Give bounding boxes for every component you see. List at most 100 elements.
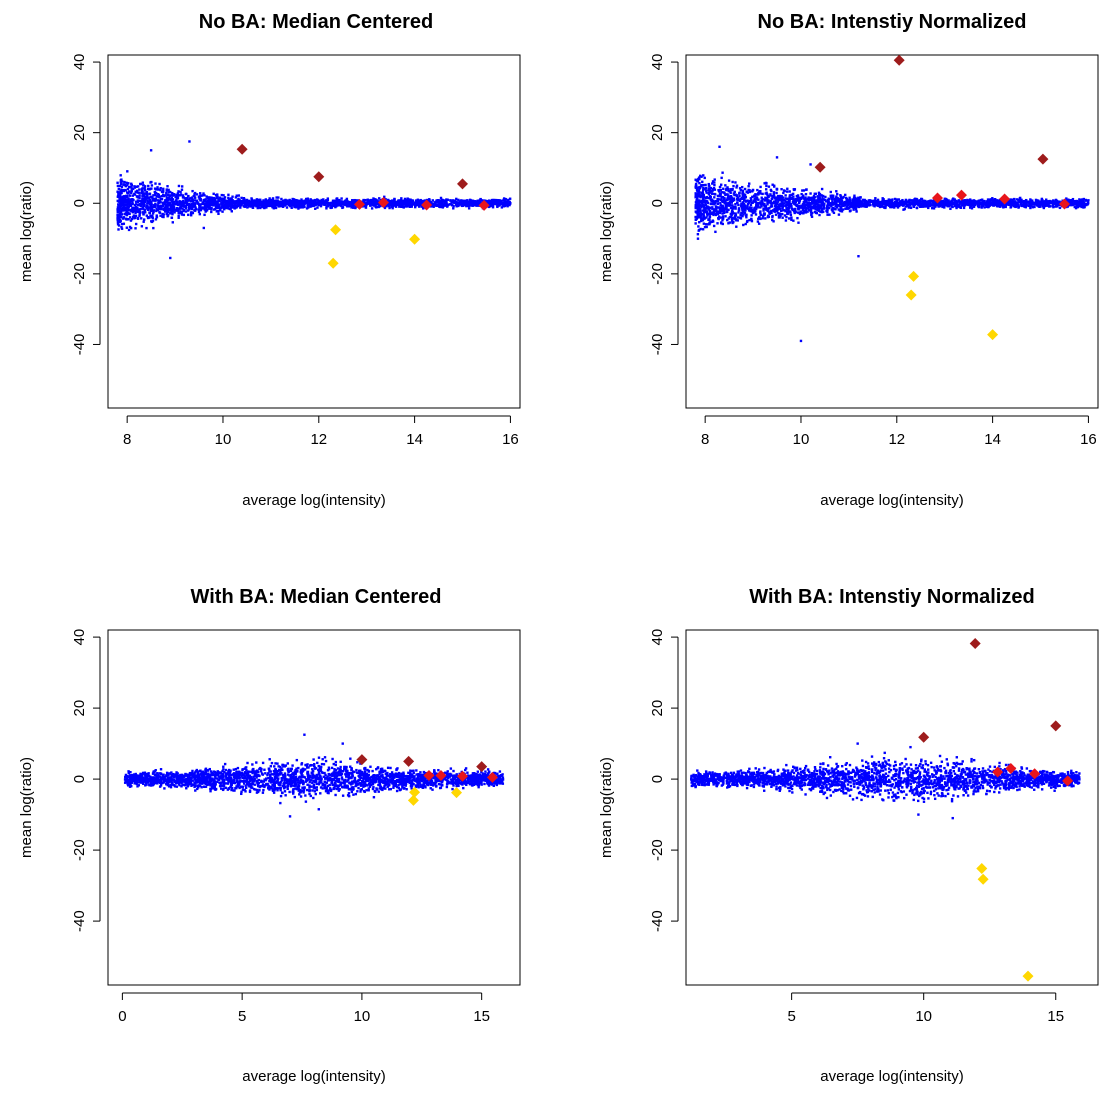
cloud-point [171, 198, 174, 201]
cloud-point [404, 205, 408, 208]
cloud-point [766, 194, 770, 198]
cloud-point [877, 202, 881, 205]
cloud-point [136, 185, 140, 188]
cloud-point [792, 195, 795, 198]
cloud-point [764, 188, 768, 191]
cloud-point [153, 205, 157, 208]
cloud-point [780, 198, 784, 201]
cloud-point [1028, 201, 1031, 205]
cloud-point [164, 194, 167, 197]
cloud-point [718, 185, 722, 189]
cloud-point [772, 193, 776, 197]
cloud-point [839, 207, 842, 211]
cloud-point [724, 193, 727, 197]
cloud-point [231, 201, 235, 204]
cloud-point [733, 190, 736, 194]
cloud-point [172, 207, 175, 210]
cloud-point [1026, 201, 1030, 204]
cloud-point [267, 198, 270, 202]
cloud-point [801, 203, 805, 206]
cloud-point [155, 215, 159, 219]
cloud-point [712, 213, 715, 217]
cloud-point [708, 215, 712, 219]
cloud-point [859, 203, 862, 206]
cloud-point [789, 204, 793, 208]
cloud-point [387, 200, 390, 204]
cloud-point [727, 195, 731, 198]
cloud-point [398, 199, 401, 202]
cloud-point [470, 204, 473, 207]
cloud-point [864, 203, 867, 206]
cloud-point [288, 201, 291, 205]
cloud-point [450, 203, 454, 207]
cloud-point [153, 197, 157, 201]
cloud-point [221, 210, 224, 213]
plot-frame [685, 54, 1099, 409]
cloud-point [474, 201, 478, 204]
cloud-point [1036, 201, 1040, 205]
cloud-point [907, 200, 911, 203]
cloud-point [697, 176, 701, 179]
cloud-point [203, 204, 207, 207]
cloud-point [179, 205, 183, 209]
cloud-point [330, 206, 334, 209]
cloud-point [153, 190, 156, 194]
cloud-point [392, 203, 395, 206]
cloud-point [790, 218, 793, 222]
cloud-point [233, 203, 236, 207]
cloud-point [750, 217, 753, 221]
cloud-point [155, 195, 158, 198]
x-tick-label: 8 [701, 431, 709, 448]
cloud-point [127, 197, 130, 200]
cloud-point [165, 191, 168, 195]
cloud-point [135, 185, 138, 188]
cloud-point [955, 206, 958, 210]
cloud-point [130, 183, 133, 187]
cloud-point [159, 186, 162, 190]
cloud-point [202, 192, 205, 195]
outlier-point [202, 226, 206, 230]
cloud-point [912, 205, 916, 208]
cloud-point [300, 198, 303, 201]
cloud-point [760, 200, 763, 203]
cloud-point [899, 202, 902, 205]
cloud-point [120, 215, 123, 219]
cloud-point [485, 199, 488, 203]
cloud-point [199, 203, 202, 206]
cloud-point [1027, 204, 1030, 208]
cloud-point [733, 216, 737, 219]
cloud-point [188, 202, 191, 206]
cloud-point [729, 200, 732, 204]
x-tick-label: 16 [1080, 431, 1097, 448]
cloud-point [698, 201, 701, 204]
cloud-point [203, 193, 206, 197]
cloud-point [270, 200, 273, 203]
cloud-point [134, 208, 137, 212]
cloud-point [730, 209, 734, 212]
cloud-point [320, 198, 323, 202]
cloud-point [465, 204, 468, 208]
cloud-point [792, 210, 796, 213]
cloud-point [180, 212, 183, 215]
cloud-point [712, 209, 716, 213]
cloud-point [772, 200, 775, 203]
cloud-point [226, 202, 229, 205]
cloud-point [777, 216, 781, 219]
cloud-point [973, 200, 977, 203]
cloud-point [119, 182, 123, 186]
cloud-point [226, 199, 229, 203]
cloud-point [215, 202, 219, 205]
cloud-point [508, 197, 512, 200]
cloud-point [214, 197, 217, 201]
cloud-point [955, 200, 959, 203]
cloud-point [154, 202, 157, 206]
cloud-point [169, 212, 172, 215]
cloud-point [340, 204, 343, 208]
cloud-point [346, 205, 349, 208]
cloud-point [915, 202, 919, 206]
highlight-point [236, 143, 248, 155]
cloud-point [998, 198, 1002, 202]
cloud-point [178, 203, 182, 206]
cloud-point [854, 201, 858, 205]
cloud-point [212, 204, 215, 207]
